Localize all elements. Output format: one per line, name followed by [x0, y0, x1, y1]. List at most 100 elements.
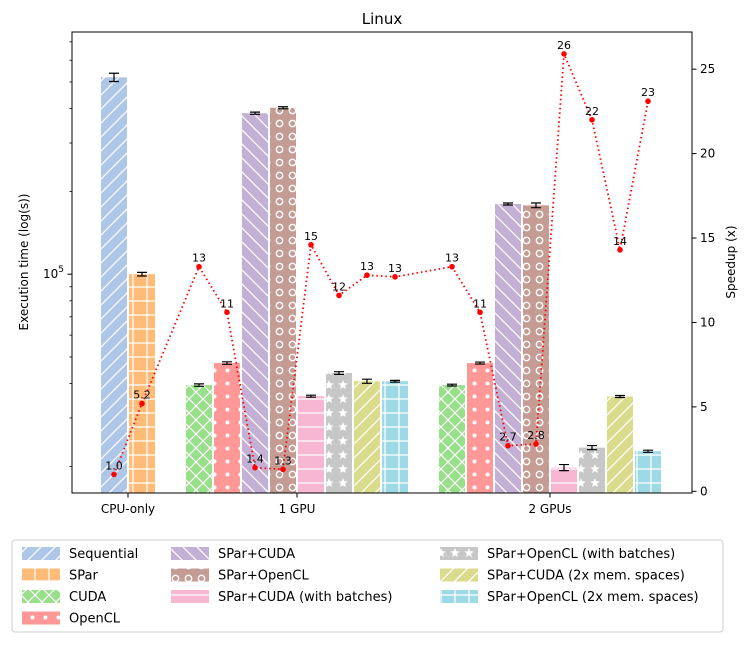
error-bar [587, 444, 597, 451]
x-tick-label: 1 GPU [279, 502, 316, 516]
speedup-line-layer: 1.0 5.2 13 11 1.4 1.3 15 12 13 13 13 11 2.7 2.8 26 22 14… [105, 39, 655, 478]
error-bar [447, 383, 457, 387]
speedup-label: 11 [473, 297, 487, 310]
y2-tick-label: 10 [700, 315, 715, 329]
bar [354, 381, 380, 493]
y2-tick-label: 0 [700, 484, 708, 498]
speedup-label: 1.3 [274, 454, 292, 467]
bar [551, 467, 577, 493]
legend-swatch [22, 547, 60, 560]
speedup-label: 5.2 [133, 389, 151, 402]
legend-swatch [22, 568, 60, 582]
error-bar [137, 271, 147, 277]
bar [186, 385, 212, 493]
speedup-point [308, 241, 314, 248]
speedup-label: 13 [192, 252, 206, 265]
bar [439, 385, 465, 493]
bar [579, 447, 605, 493]
error-bar [222, 361, 232, 365]
speedup-label: 12 [332, 280, 346, 293]
bar [214, 363, 240, 493]
bar [101, 77, 127, 493]
bar [635, 451, 661, 493]
error-bar [475, 361, 485, 365]
speedup-point [561, 51, 567, 57]
legend-box [11, 539, 724, 633]
speedup-label: 13 [360, 260, 374, 273]
error-bar [334, 371, 344, 375]
speedup-point [392, 274, 398, 280]
error-bar [109, 72, 119, 83]
x-tick-label: 2 GPUs [528, 502, 571, 516]
speedup-point [617, 247, 623, 253]
bar [326, 373, 352, 493]
speedup-point [589, 117, 595, 123]
error-bar [559, 463, 569, 472]
speedup-label: 15 [304, 230, 318, 243]
speedup-point [336, 292, 342, 299]
bars-layer [101, 77, 661, 494]
legend-label: SPar [69, 569, 98, 584]
speedup-label: 23 [641, 86, 655, 99]
error-bar [531, 202, 541, 209]
legend-label: SPar+OpenCL (with batches) [487, 547, 675, 562]
speedup-point [111, 471, 117, 478]
speedup-line [113, 53, 649, 475]
y2-axis-label: Speedup (x) [724, 225, 738, 298]
speedup-label: 13 [388, 262, 402, 275]
y-tick-label: 105 [43, 265, 64, 281]
speedup-label: 11 [220, 297, 234, 310]
bar [242, 113, 268, 493]
legend-label: SPar+OpenCL [218, 569, 310, 584]
x-tick-label: CPU-only [101, 502, 155, 516]
speedup-point [280, 466, 286, 473]
bar [523, 205, 549, 493]
error-bar [362, 378, 372, 384]
speedup-label: 1.0 [105, 459, 123, 472]
y2-tick-label: 15 [700, 231, 715, 245]
legend-swatch [171, 590, 209, 603]
axes-layer: 105 0 5 10 15 20 25 CPU-only 1 GPU 2 GPUs [43, 31, 715, 516]
legend-label: OpenCL [69, 612, 121, 627]
error-bar [643, 449, 653, 453]
speedup-point [533, 441, 539, 447]
bar [495, 203, 521, 494]
legend-label: SPar+CUDA [218, 547, 295, 562]
legend-label: CUDA [69, 590, 106, 605]
speedup-point [477, 309, 483, 316]
legend-swatch [171, 547, 209, 560]
speedup-label: 14 [613, 235, 627, 248]
speedup-point [224, 309, 230, 316]
bar [382, 381, 408, 493]
legend-swatch [440, 590, 478, 603]
speedup-label: 2.8 [527, 429, 545, 442]
speedup-label: 22 [585, 105, 599, 118]
legend-swatch [440, 568, 478, 582]
chart-title: Linux [362, 10, 403, 28]
speedup-label: 26 [557, 39, 571, 52]
error-bar [278, 106, 288, 110]
legend-swatch [171, 568, 209, 582]
error-bar [306, 394, 316, 398]
speedup-point [139, 400, 145, 407]
speedup-label: 2.7 [499, 431, 517, 444]
error-bar [615, 394, 625, 399]
speedup-point [252, 464, 258, 471]
y2-tick-label: 20 [700, 147, 715, 161]
legend: Sequential SPar CUDA OpenCL SPar+CUDA SPar+Op… [11, 539, 724, 633]
speedup-label: 13 [445, 252, 459, 265]
legend-label: Sequential [69, 547, 138, 562]
legend-swatch [440, 547, 478, 560]
y-axis-label: Execution time (log(s)) [17, 194, 31, 331]
error-bar [250, 111, 260, 115]
bar [298, 396, 324, 493]
legend-label: SPar+OpenCL (2x mem. spaces) [487, 590, 699, 605]
y2-tick-label: 5 [700, 400, 708, 414]
speedup-point [505, 442, 511, 449]
bar [467, 363, 493, 493]
y2-tick-label: 25 [700, 62, 715, 76]
legend-swatch [22, 590, 60, 603]
legend-label: SPar+CUDA (with batches) [218, 590, 392, 605]
